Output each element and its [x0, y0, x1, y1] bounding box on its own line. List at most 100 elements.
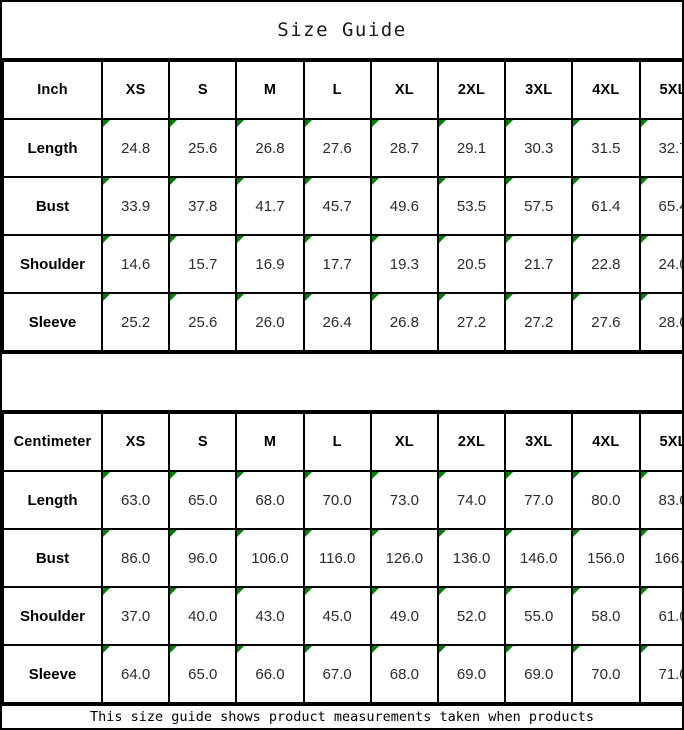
measurement-cell: 32.7	[638, 118, 682, 178]
size-header-s: S	[168, 412, 238, 472]
measurement-cell: 33.9	[100, 176, 171, 236]
size-header-2xl: 2XL	[436, 412, 507, 472]
measurement-cell: 57.5	[504, 176, 574, 236]
size-header-xl: XL	[369, 412, 439, 472]
table-row: Length 63.0 65.0 68.0 70.0 73.0 74.0 77.0 80.0 83…	[2, 470, 682, 530]
centimeter-measurements-table: Centimeter XS S M L XL 2XL 3XL 4XL 5XL Length 63.0 6…	[2, 412, 682, 704]
measurement-cell: 156.0	[571, 528, 641, 588]
centimeter-table-body: Centimeter XS S M L XL 2XL 3XL 4XL 5XL Length 63.0 6…	[2, 412, 682, 704]
measurement-cell: 28.0	[638, 292, 682, 352]
measurement-cell: 19.3	[369, 234, 439, 294]
measurement-cell: 16.9	[235, 234, 305, 294]
size-header-5xl: 5XL	[638, 412, 682, 472]
size-header-xs: XS	[100, 60, 171, 120]
inch-measurements-table: Inch XS S M L XL 2XL 3XL 4XL 5XL Length 24.8 25.6 26.…	[2, 60, 682, 352]
measurement-label-shoulder: Shoulder	[2, 234, 103, 294]
size-guide-title-row: Size Guide	[2, 2, 682, 60]
table-header-row: Inch XS S M L XL 2XL 3XL 4XL 5XL	[2, 60, 682, 120]
measurement-cell: 63.0	[100, 470, 171, 530]
measurement-label-bust: Bust	[2, 176, 103, 236]
size-header-l: L	[302, 60, 372, 120]
measurement-cell: 61.4	[571, 176, 641, 236]
measurement-cell: 21.7	[504, 234, 574, 294]
size-header-4xl: 4XL	[571, 412, 641, 472]
page-title: Size Guide	[277, 19, 407, 41]
size-header-m: M	[235, 412, 305, 472]
measurement-cell: 55.0	[504, 586, 574, 646]
measurement-cell: 80.0	[571, 470, 641, 530]
measurement-cell: 58.0	[571, 586, 641, 646]
measurement-cell: 22.8	[571, 234, 641, 294]
size-header-m: M	[235, 60, 305, 120]
measurement-cell: 49.6	[369, 176, 439, 236]
measurement-cell: 27.2	[504, 292, 574, 352]
measurement-label-sleeve: Sleeve	[2, 644, 103, 704]
measurement-cell: 15.7	[168, 234, 238, 294]
measurement-cell: 49.0	[369, 586, 439, 646]
size-header-4xl: 4XL	[571, 60, 641, 120]
measurement-cell: 45.7	[302, 176, 372, 236]
measurement-cell: 27.2	[436, 292, 507, 352]
measurement-cell: 70.0	[571, 644, 641, 704]
measurement-cell: 68.0	[235, 470, 305, 530]
size-header-3xl: 3XL	[504, 412, 574, 472]
measurement-cell: 26.8	[235, 118, 305, 178]
table-row: Bust 86.0 96.0 106.0 116.0 126.0 136.0 146.0 156…	[2, 528, 682, 588]
measurement-cell: 77.0	[504, 470, 574, 530]
table-header-row: Centimeter XS S M L XL 2XL 3XL 4XL 5XL	[2, 412, 682, 472]
measurement-cell: 37.0	[100, 586, 171, 646]
measurement-cell: 53.5	[436, 176, 507, 236]
measurement-cell: 43.0	[235, 586, 305, 646]
measurement-cell: 26.8	[369, 292, 439, 352]
measurement-cell: 29.1	[436, 118, 507, 178]
measurement-cell: 25.6	[168, 292, 238, 352]
size-header-3xl: 3XL	[504, 60, 574, 120]
measurement-cell: 68.0	[369, 644, 439, 704]
measurement-cell: 65.0	[168, 644, 238, 704]
measurement-cell: 166.0	[638, 528, 682, 588]
measurement-cell: 26.4	[302, 292, 372, 352]
table-row: Sleeve 64.0 65.0 66.0 67.0 68.0 69.0 69.0 70.0 71…	[2, 644, 682, 704]
table-row: Shoulder 14.6 15.7 16.9 17.7 19.3 20.5 21.7 22.8…	[2, 234, 682, 294]
measurement-cell: 25.2	[100, 292, 171, 352]
measurement-label-sleeve: Sleeve	[2, 292, 103, 352]
size-header-xl: XL	[369, 60, 439, 120]
measurement-cell: 31.5	[571, 118, 641, 178]
size-header-2xl: 2XL	[436, 60, 507, 120]
measurement-cell: 67.0	[302, 644, 372, 704]
measurement-cell: 61.0	[638, 586, 682, 646]
measurement-cell: 52.0	[436, 586, 507, 646]
measurement-cell: 83.0	[638, 470, 682, 530]
table-row: Length 24.8 25.6 26.8 27.6 28.7 29.1 30.3 31.5 32…	[2, 118, 682, 178]
measurement-label-length: Length	[2, 470, 103, 530]
measurement-cell: 28.7	[369, 118, 439, 178]
measurement-cell: 45.0	[302, 586, 372, 646]
measurement-label-bust: Bust	[2, 528, 103, 588]
unit-header-cell: Centimeter	[2, 412, 103, 472]
measurement-label-length: Length	[2, 118, 103, 178]
measurement-cell: 26.0	[235, 292, 305, 352]
unit-header-cell: Inch	[2, 60, 103, 120]
footnote-line-1: This size guide shows product measuremen…	[90, 709, 594, 725]
measurement-cell: 66.0	[235, 644, 305, 704]
table-separator-row	[2, 352, 682, 412]
measurement-cell: 27.6	[302, 118, 372, 178]
measurement-cell: 65.4	[638, 176, 682, 236]
measurement-cell: 71.0	[638, 644, 682, 704]
measurement-cell: 146.0	[504, 528, 574, 588]
measurement-cell: 30.3	[504, 118, 574, 178]
measurement-cell: 14.6	[100, 234, 171, 294]
size-guide-footnote: This size guide shows product measuremen…	[2, 704, 682, 728]
measurement-cell: 86.0	[100, 528, 171, 588]
measurement-cell: 69.0	[436, 644, 507, 704]
measurement-cell: 40.0	[168, 586, 238, 646]
measurement-cell: 69.0	[504, 644, 574, 704]
inch-table-body: Inch XS S M L XL 2XL 3XL 4XL 5XL Length 24.8 25.6 26.…	[2, 60, 682, 352]
measurement-cell: 24.0	[638, 234, 682, 294]
measurement-cell: 37.8	[168, 176, 238, 236]
measurement-cell: 64.0	[100, 644, 171, 704]
measurement-cell: 96.0	[168, 528, 238, 588]
size-header-s: S	[168, 60, 238, 120]
size-header-xs: XS	[100, 412, 171, 472]
